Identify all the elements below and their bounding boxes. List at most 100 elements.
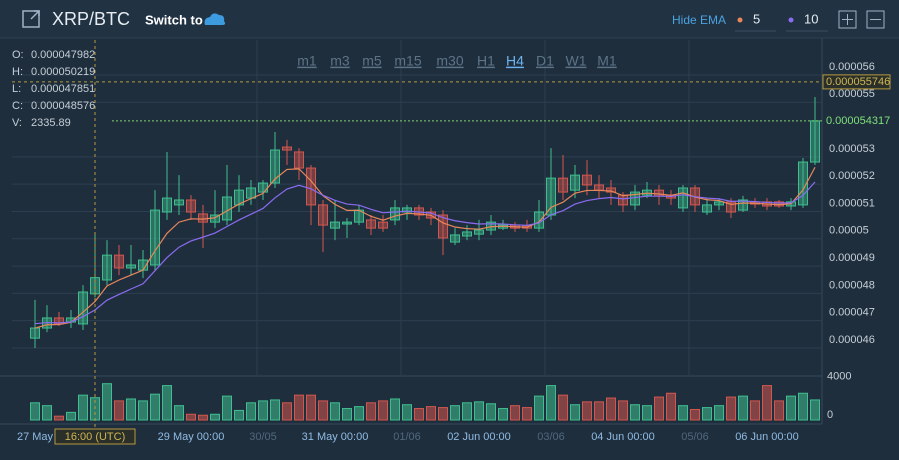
- volume-bar: [810, 399, 820, 421]
- volume-bar: [750, 400, 760, 421]
- header-bar: [0, 0, 899, 38]
- candle-body: [114, 254, 124, 269]
- y-tick-label: 0.000055: [829, 88, 875, 100]
- y-tick-label: 0.000053: [829, 143, 875, 155]
- x-tick-label: 03/06: [537, 431, 565, 443]
- volume-bar: [522, 407, 532, 421]
- interval-tab[interactable]: m30: [436, 53, 463, 69]
- cloud-icon[interactable]: [204, 13, 226, 25]
- candle-body: [390, 207, 400, 221]
- x-tick-label: 31 May 00:00: [302, 431, 369, 443]
- last-price-box: [823, 113, 890, 128]
- ohlc-label: L:: [12, 83, 21, 95]
- ohlc-value: 0.000048576: [31, 100, 95, 112]
- x-tick-label: 27 May: [17, 431, 54, 443]
- volume-bar: [378, 400, 388, 421]
- candle-body: [810, 120, 820, 163]
- volume-bar: [366, 402, 376, 421]
- candle-body: [606, 187, 616, 193]
- volume-bar: [690, 408, 700, 421]
- volume-bar: [546, 385, 556, 421]
- candle-body: [678, 187, 688, 209]
- candle-body: [618, 194, 628, 206]
- interval-tab[interactable]: D1: [536, 53, 554, 69]
- volume-bar: [150, 393, 160, 421]
- candle-body: [258, 182, 268, 193]
- volume-bar: [510, 405, 520, 421]
- candle-body: [270, 149, 280, 184]
- hide-ema[interactable]: Hide EMA: [672, 13, 726, 27]
- x-tick-label: 05/06: [681, 431, 709, 443]
- interval-tab[interactable]: H4: [506, 53, 524, 69]
- volume-bar: [270, 399, 280, 421]
- zoom-in-sign[interactable]: [842, 14, 853, 25]
- volume-bar: [390, 398, 400, 421]
- candle-body: [198, 213, 208, 223]
- volume-bar: [234, 409, 244, 421]
- volume-bar: [498, 408, 508, 421]
- volume-bar: [594, 401, 604, 421]
- ema-legend-label[interactable]: 5: [753, 11, 760, 26]
- candle-body: [186, 199, 196, 213]
- x-tick-label: 02 Jun 00:00: [447, 431, 511, 443]
- interval-tab[interactable]: m3: [330, 53, 350, 69]
- candle-body: [702, 204, 712, 213]
- volume-bar: [42, 405, 52, 421]
- volume-bar: [486, 403, 496, 421]
- candle-body: [402, 207, 412, 213]
- volume-bar: [426, 406, 436, 421]
- volume-bar: [630, 404, 640, 421]
- volume-bar: [678, 405, 688, 421]
- volume-bar: [414, 408, 424, 421]
- expand-icon[interactable]: [22, 10, 40, 28]
- expand-box[interactable]: [22, 10, 40, 28]
- candle-body: [558, 177, 568, 193]
- candle-body: [342, 221, 352, 225]
- y-tick-label: 0.000049: [829, 252, 875, 264]
- volume-bar: [726, 396, 736, 421]
- candle-body: [102, 254, 112, 281]
- x-tick-label: 29 May 00:00: [158, 431, 225, 443]
- expand-arrow[interactable]: [30, 10, 40, 20]
- zoom-out[interactable]: [866, 10, 885, 29]
- candle-body: [246, 187, 256, 199]
- volume-bar: [54, 415, 64, 421]
- ohlc-label: V:: [12, 117, 22, 129]
- interval-tab[interactable]: W1: [566, 53, 587, 69]
- volume-bar: [582, 401, 592, 421]
- ohlc-value: 0.000047982: [31, 49, 95, 61]
- crosshair-y-box: [822, 74, 891, 90]
- x-tick-label: 01/06: [393, 431, 421, 443]
- interval-tab[interactable]: M1: [597, 53, 617, 69]
- zoom-in[interactable]: [838, 10, 857, 29]
- candle-body: [282, 146, 292, 151]
- ohlc-label: C:: [12, 100, 23, 112]
- switch-to[interactable]: Switch to: [145, 12, 203, 27]
- volume-bar: [786, 395, 796, 421]
- x-tick-label: 06 Jun 00:00: [735, 431, 799, 443]
- zoom-out-box[interactable]: [866, 10, 885, 29]
- volume-bar: [102, 383, 112, 421]
- interval-tab[interactable]: m15: [394, 53, 421, 69]
- interval-tab[interactable]: m5: [362, 53, 382, 69]
- volume-bar: [66, 411, 76, 421]
- volume-bar: [558, 394, 568, 421]
- interval-tab[interactable]: H1: [477, 53, 495, 69]
- volume-bar: [474, 401, 484, 421]
- candle-body: [306, 167, 316, 206]
- ema-legend-dot: [788, 17, 794, 23]
- ema-legend-label[interactable]: 10: [804, 11, 818, 26]
- interval-tab[interactable]: m1: [297, 53, 317, 69]
- candle-body: [30, 327, 40, 339]
- volume-bar: [174, 405, 184, 421]
- candle-body: [162, 197, 172, 213]
- zoom-in-box[interactable]: [838, 10, 857, 29]
- volume-bar: [534, 395, 544, 421]
- volume-bar: [642, 405, 652, 421]
- crosshair-y-label: 0.000055746: [826, 76, 890, 88]
- ema-line: [34, 181, 816, 325]
- volume-bar: [186, 413, 196, 421]
